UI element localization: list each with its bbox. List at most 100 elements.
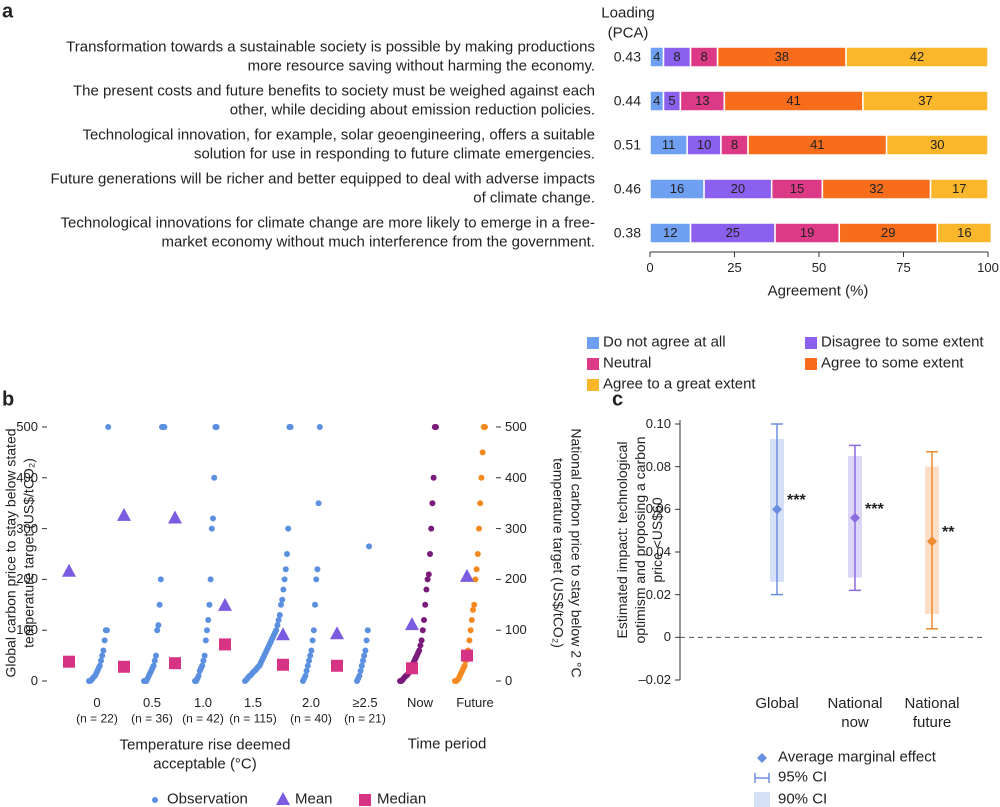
x-tick-label: 2.0 (301, 694, 321, 710)
bar-value-label: 16 (957, 224, 972, 240)
observation-dot (274, 622, 281, 629)
observation-dot (313, 576, 320, 583)
observation-dot (482, 424, 488, 430)
median-marker (331, 659, 343, 672)
y-tick-label: 300 (16, 520, 38, 536)
x-tick-label: 75 (896, 259, 911, 275)
mean-marker (168, 510, 182, 524)
observation-dot (105, 424, 112, 430)
y-tick-label: 0 (663, 629, 671, 645)
observation-dot (470, 606, 476, 613)
n-label: (n = 42) (182, 711, 224, 726)
observation-dot (201, 652, 208, 659)
observation-dot (208, 525, 215, 532)
effect-diamond (850, 512, 860, 523)
legend-label: Neutral (603, 354, 652, 372)
bar-value-label: 15 (789, 180, 805, 196)
observation-dot (478, 474, 485, 481)
bar-segment (936, 222, 993, 244)
statement: Technological innovation, for example, s… (82, 126, 595, 162)
legend-label: Mean (295, 790, 333, 807)
observation-dot (213, 424, 220, 430)
y-tick-label: 100 (16, 622, 38, 638)
median-marker (63, 655, 75, 668)
observation-dot (207, 576, 214, 583)
mean-marker (218, 597, 232, 611)
legend-swatch (805, 337, 817, 349)
legend-label: 90% CI (778, 790, 828, 807)
y-tick-label: 0 (30, 672, 38, 688)
observation-dot (276, 611, 283, 618)
bar-value-label: 37 (918, 92, 933, 108)
median-marker (219, 638, 231, 651)
median-marker (169, 657, 181, 670)
bar-value-label: 8 (700, 48, 708, 64)
observation-dot (275, 617, 282, 624)
legend-label: Do not agree at all (603, 333, 726, 351)
bar-value-label: 17 (952, 180, 967, 196)
observation-dot (362, 647, 369, 654)
n-label: (n = 36) (131, 711, 173, 726)
legend-swatch (587, 379, 599, 391)
legend-label: Observation (167, 790, 248, 807)
x-tick-label: Future (456, 694, 494, 710)
observation-dot (99, 652, 106, 659)
bar-value-label: 16 (669, 180, 685, 196)
observation-dot (210, 515, 216, 522)
y-tick-label: –0.02 (638, 671, 671, 687)
observation-dot (427, 551, 433, 557)
observation-dot (417, 642, 424, 649)
observation-dot (316, 424, 323, 430)
observation-dot (309, 637, 316, 644)
observation-dot (285, 525, 292, 532)
observation-dot (308, 647, 315, 654)
observation-dot (423, 586, 430, 593)
loading-value: 0.44 (613, 92, 641, 109)
observation-dot (100, 647, 107, 654)
legend-label: Agree to some extent (821, 354, 964, 372)
observation-dot (357, 667, 364, 674)
significance-stars: ** (942, 524, 955, 542)
observation-dot (366, 543, 372, 550)
loading-header: (PCA) (607, 24, 649, 42)
legend-ci90 (754, 792, 770, 807)
legend-ci95 (754, 773, 770, 783)
observation-dot (282, 566, 289, 573)
observation-dot (433, 424, 439, 430)
observation-dot (151, 657, 158, 664)
observation-dot (418, 637, 425, 644)
bar-value-label: 42 (909, 48, 925, 64)
x-tick-label: Now (406, 694, 434, 710)
panel-label: b (2, 388, 15, 411)
bar-value-label: 4 (653, 92, 661, 108)
observation-dot (154, 627, 161, 634)
x-tick-label: 100 (977, 259, 999, 275)
bar-segment (885, 134, 989, 156)
observation-dot (157, 576, 164, 583)
observation-dot (199, 662, 206, 669)
observation-dot (466, 637, 473, 644)
loading-value: 0.38 (613, 224, 641, 241)
mean-marker (117, 507, 131, 521)
legend-swatch (805, 358, 817, 370)
observation-dot (104, 627, 110, 634)
x-tick-label: 1.5 (243, 694, 263, 710)
observation-dot (419, 627, 426, 634)
x-tick-label: National future (904, 695, 960, 731)
legend-label: 95% CI (778, 768, 828, 786)
x-tick-label: National now (827, 695, 883, 731)
x-tick-label: Global (755, 695, 799, 712)
legend-label: Median (377, 790, 427, 807)
n-label: (n = 115) (229, 711, 277, 726)
bar-value-label: 4 (653, 48, 661, 64)
legend-diamond (757, 753, 767, 763)
y-tick-label: 0.04 (645, 543, 671, 559)
observation-dot (363, 637, 370, 644)
observation-dot (315, 500, 322, 507)
observation-dot (96, 662, 103, 669)
observation-dot (429, 500, 436, 507)
bar-value-label: 41 (786, 92, 801, 108)
loading-header: Loading (601, 4, 655, 22)
bar-value-label: 10 (696, 136, 712, 152)
